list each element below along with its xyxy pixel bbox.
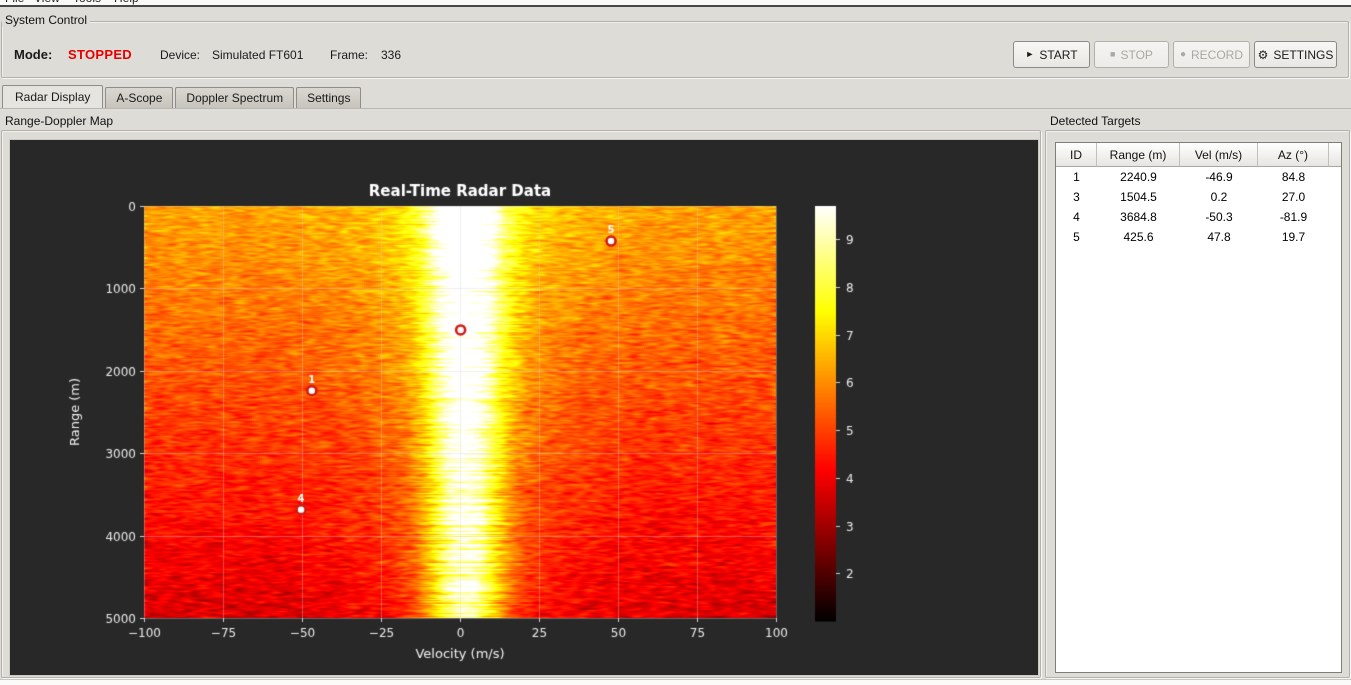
frame-value: 336 (381, 48, 402, 62)
system-control-title: System Control (2, 13, 91, 27)
table-cell: 3 (1073, 190, 1080, 204)
window-bottom-edge (0, 679, 1351, 685)
table-cell: 84.8 (1281, 170, 1306, 184)
menu-item-view[interactable]: View (34, 0, 60, 5)
detected-targets-group: ID Range (m) Vel (m/s) Az (°) 1 2240.9 -46.9 8… (1045, 130, 1350, 678)
menu-item-help[interactable]: Help (114, 0, 139, 5)
record-button-label: RECORD (1191, 47, 1244, 62)
system-control-group (1, 21, 1349, 78)
table-cell: 425.6 (1123, 230, 1154, 244)
mode-label: Mode: (14, 47, 53, 62)
gear-icon: ⚙ (1257, 47, 1269, 62)
tab-bar: Radar Display A-Scope Doppler Spectrum Sett… (2, 85, 363, 108)
tab-a-scope[interactable]: A-Scope (105, 87, 174, 108)
mode-value: STOPPED (68, 47, 132, 62)
menu-bar: File View Tools Help (0, 0, 1351, 5)
table-row[interactable]: 4 3684.8 -50.3 -81.9 (1056, 207, 1341, 227)
record-button[interactable]: ● RECORD (1173, 41, 1250, 68)
table-cell: 4 (1073, 210, 1080, 224)
table-cell: -50.3 (1205, 210, 1233, 224)
start-button[interactable]: ► START (1013, 41, 1090, 68)
table-cell: -46.9 (1205, 170, 1233, 184)
play-icon: ► (1025, 49, 1035, 59)
targets-table[interactable]: ID Range (m) Vel (m/s) Az (°) 1 2240.9 -46.9 8… (1055, 142, 1342, 673)
menu-item-tools[interactable]: Tools (73, 0, 101, 5)
table-cell: 47.8 (1207, 230, 1231, 244)
column-header-vel-m-s[interactable]: Vel (m/s) (1180, 143, 1258, 167)
tab-pane-divider (0, 108, 1351, 110)
column-header-id[interactable]: ID (1056, 143, 1097, 167)
range-doppler-title: Range-Doppler Map (2, 114, 117, 128)
settings-button[interactable]: ⚙ SETTINGS (1254, 41, 1337, 68)
table-cell: -81.9 (1279, 210, 1308, 224)
frame-label: Frame: (330, 48, 369, 62)
settings-button-label: SETTINGS (1273, 47, 1334, 62)
table-cell: 5 (1073, 230, 1080, 244)
targets-table-body: 1 2240.9 -46.9 84.8 3 1504.5 0.2 27.0 4 3684.8 -50… (1056, 167, 1341, 247)
table-row[interactable]: 5 425.6 47.8 19.7 (1056, 227, 1341, 247)
start-button-label: START (1039, 47, 1078, 62)
tab-doppler-spectrum[interactable]: Doppler Spectrum (175, 87, 295, 108)
device-value: Simulated FT601 (212, 48, 304, 62)
stop-button-label: STOP (1120, 47, 1153, 62)
table-row[interactable]: 3 1504.5 0.2 27.0 (1056, 187, 1341, 207)
table-cell: 2240.9 (1120, 170, 1157, 184)
column-header-range-m[interactable]: Range (m) (1097, 143, 1180, 167)
table-cell: 19.7 (1281, 230, 1306, 244)
tab-settings[interactable]: Settings (296, 87, 362, 108)
menu-bar-divider (0, 5, 1351, 7)
table-cell: 27.0 (1281, 190, 1306, 204)
table-cell: 0.2 (1210, 190, 1228, 204)
table-cell: 1 (1073, 170, 1080, 184)
targets-table-header: ID Range (m) Vel (m/s) Az (°) (1056, 143, 1341, 167)
stop-button[interactable]: ■ STOP (1094, 41, 1169, 68)
record-icon: ● (1179, 48, 1187, 60)
table-cell: 1504.5 (1120, 190, 1157, 204)
detected-targets-title: Detected Targets (1047, 114, 1144, 128)
range-doppler-plot (10, 140, 1038, 675)
tab-radar-display[interactable]: Radar Display (2, 85, 104, 108)
column-header-az[interactable]: Az (°) (1258, 143, 1329, 167)
range-doppler-group (1, 130, 1041, 678)
range-doppler-canvas (10, 140, 1038, 675)
device-label: Device: (160, 48, 201, 62)
column-header-stub (1329, 143, 1341, 167)
stop-icon: ■ (1110, 49, 1116, 59)
table-row[interactable]: 1 2240.9 -46.9 84.8 (1056, 167, 1341, 187)
table-cell: 3684.8 (1120, 210, 1157, 224)
menu-item-file[interactable]: File (5, 0, 24, 5)
